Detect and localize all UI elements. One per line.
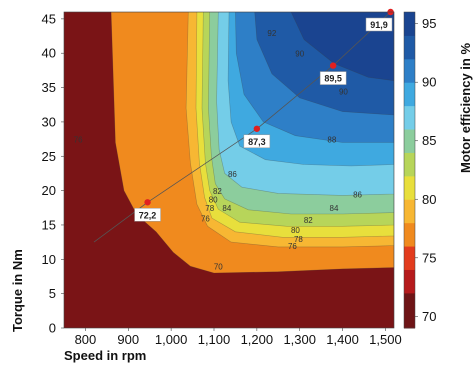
colorbar-segment	[404, 269, 415, 294]
contour-label: 84	[222, 204, 231, 213]
y-tick-label: 30	[42, 114, 56, 129]
x-tick-label: 1,300	[283, 332, 316, 347]
x-tick-label: 1,500	[369, 332, 402, 347]
y-axis-title: Torque in Nm	[10, 249, 25, 332]
contour-label: 80	[291, 226, 300, 235]
y-tick-label: 20	[42, 183, 56, 198]
contour-label: 82	[213, 187, 222, 196]
y-tick-label: 0	[49, 321, 56, 336]
colorbar-segment	[404, 246, 415, 270]
plot-border	[63, 11, 395, 329]
colorbar-segment	[404, 58, 415, 83]
point-label: 91,9	[370, 20, 388, 30]
contour-label: 76	[201, 215, 210, 224]
x-axis-title: Speed in rpm	[64, 348, 146, 363]
contour-label: 80	[209, 195, 218, 204]
x-tick-label: 1,000	[155, 332, 188, 347]
contour-label: 86	[228, 170, 237, 179]
point-label-box	[134, 208, 161, 222]
colorbar-segment	[404, 175, 415, 200]
x-tick-label: 800	[75, 332, 97, 347]
operating-point	[329, 62, 337, 69]
contour-label: 86	[353, 190, 362, 199]
point-label: 72,2	[139, 210, 157, 220]
contour-label: 82	[304, 216, 313, 225]
point-label: 87,3	[248, 137, 266, 147]
point-label-box	[319, 71, 347, 85]
point-label: 89,5	[324, 74, 342, 84]
colorbar-segment	[404, 292, 415, 329]
contour-label: 90	[295, 50, 304, 59]
x-tick-label: 1,100	[198, 332, 231, 347]
colorbar-title: Motor efficiency in %	[458, 43, 473, 173]
point-label-box	[243, 134, 271, 149]
colorbar-segment	[404, 12, 415, 36]
y-tick-label: 15	[42, 217, 56, 232]
contour-label: 78	[294, 235, 303, 244]
contour-label: 84	[330, 204, 339, 213]
y-tick-label: 10	[42, 252, 56, 267]
x-tick-label: 1,200	[241, 332, 274, 347]
colorbar-segment	[404, 199, 415, 224]
point-label-box	[365, 17, 393, 32]
y-tick-label: 40	[42, 46, 56, 61]
colorbar-segment	[404, 82, 415, 107]
x-tick-label: 1,400	[326, 332, 359, 347]
y-tick-label: 5	[49, 286, 56, 301]
x-tick-label: 900	[117, 332, 139, 347]
contour-label: 90	[339, 87, 348, 96]
colorbar-border	[403, 11, 416, 329]
colorbar-segment	[404, 152, 415, 177]
colorbar-segment	[404, 129, 415, 153]
colorbar-segment	[404, 105, 415, 130]
colorbar: 70 75 80 85 90 95	[403, 11, 436, 329]
contour-label: 76	[74, 136, 83, 145]
colorbar-tick-label: 85	[422, 133, 436, 148]
y-tick-label: 25	[42, 149, 56, 164]
colorbar-segment	[404, 35, 415, 60]
y-tick-label: 45	[42, 11, 56, 26]
contour-label: 88	[327, 136, 336, 145]
contour-label: 76	[288, 242, 297, 251]
colorbar-tick-label: 70	[422, 309, 436, 324]
contour-label: 70	[214, 263, 223, 272]
colorbar-tick-label: 90	[422, 75, 436, 90]
operating-point	[144, 199, 151, 206]
colorbar-tick-label: 95	[422, 16, 436, 31]
colorbar-tick-label: 80	[422, 192, 436, 207]
y-tick-label: 35	[42, 80, 56, 95]
colorbar-segment	[404, 222, 415, 247]
contour-label: 92	[267, 29, 276, 38]
contour-label: 78	[205, 204, 214, 213]
colorbar-tick-label: 75	[422, 250, 436, 265]
operating-point	[253, 125, 261, 132]
